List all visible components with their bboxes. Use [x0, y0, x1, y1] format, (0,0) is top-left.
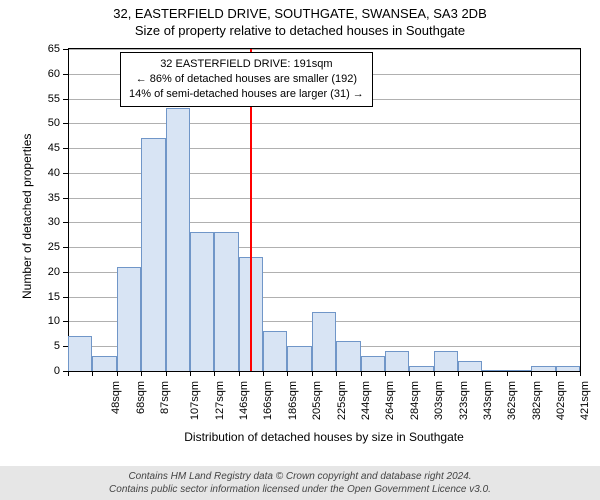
x-tick-mark: [92, 371, 93, 376]
histogram-bar: [556, 366, 580, 371]
histogram-bar: [214, 232, 238, 371]
x-tick-mark: [507, 371, 508, 376]
annotation-line-3: 14% of semi-detached houses are larger (…: [129, 87, 364, 102]
x-tick-label: 107sqm: [189, 381, 201, 420]
histogram-bar: [92, 356, 116, 371]
x-tick-label: 264sqm: [385, 381, 397, 420]
y-axis-label: Number of detached properties: [20, 134, 34, 299]
histogram-bar: [409, 366, 433, 371]
x-tick-mark: [531, 371, 532, 376]
x-tick-mark: [166, 371, 167, 376]
histogram-bar: [482, 370, 506, 371]
y-tick-label: 20: [38, 266, 60, 278]
annotation-line-1: 32 EASTERFIELD DRIVE: 191sqm: [129, 57, 364, 72]
histogram-bar: [263, 331, 287, 371]
annotation-box: 32 EASTERFIELD DRIVE: 191sqm ← 86% of de…: [120, 52, 373, 107]
x-tick-label: 68sqm: [135, 381, 147, 414]
x-tick-mark: [312, 371, 313, 376]
x-tick-label: 402sqm: [555, 381, 567, 420]
x-tick-mark: [458, 371, 459, 376]
y-tick-label: 5: [38, 340, 60, 352]
y-tick-label: 15: [38, 291, 60, 303]
x-tick-mark: [214, 371, 215, 376]
x-tick-label: 382sqm: [531, 381, 543, 420]
footer-line-2: Contains public sector information licen…: [6, 483, 594, 496]
footer-attribution: Contains HM Land Registry data © Crown c…: [0, 466, 600, 500]
chart-title-main: 32, EASTERFIELD DRIVE, SOUTHGATE, SWANSE…: [0, 0, 600, 21]
x-tick-label: 205sqm: [311, 381, 323, 420]
histogram-bar: [68, 336, 92, 371]
x-tick-label: 284sqm: [409, 381, 421, 420]
x-tick-mark: [68, 371, 69, 376]
x-tick-label: 186sqm: [287, 381, 299, 420]
x-tick-label: 421sqm: [580, 381, 592, 420]
y-tick-label: 40: [38, 167, 60, 179]
x-tick-label: 244sqm: [360, 381, 372, 420]
y-tick-label: 10: [38, 315, 60, 327]
y-tick-label: 50: [38, 117, 60, 129]
x-tick-mark: [190, 371, 191, 376]
x-axis-label: Distribution of detached houses by size …: [68, 430, 580, 444]
y-tick-label: 55: [38, 93, 60, 105]
histogram-bar: [166, 108, 190, 371]
y-tick-label: 25: [38, 241, 60, 253]
y-tick-label: 0: [38, 365, 60, 377]
x-tick-mark: [117, 371, 118, 376]
footer-line-1: Contains HM Land Registry data © Crown c…: [6, 470, 594, 483]
x-tick-label: 48sqm: [110, 381, 122, 414]
histogram-bar: [312, 312, 336, 371]
histogram-bar: [531, 366, 555, 371]
x-tick-mark: [336, 371, 337, 376]
y-tick-label: 45: [38, 142, 60, 154]
x-tick-label: 87sqm: [159, 381, 171, 414]
x-tick-mark: [361, 371, 362, 376]
x-tick-label: 323sqm: [458, 381, 470, 420]
x-tick-mark: [141, 371, 142, 376]
y-tick-label: 65: [38, 43, 60, 55]
x-tick-label: 166sqm: [263, 381, 275, 420]
x-tick-mark: [239, 371, 240, 376]
x-tick-mark: [385, 371, 386, 376]
x-tick-label: 225sqm: [336, 381, 348, 420]
y-axis-line: [68, 49, 69, 371]
histogram-bar: [190, 232, 214, 371]
histogram-bar: [141, 138, 165, 371]
histogram-bar: [458, 361, 482, 371]
histogram-bar: [361, 356, 385, 371]
x-tick-label: 303sqm: [433, 381, 445, 420]
x-tick-mark: [434, 371, 435, 376]
histogram-bar: [117, 267, 141, 371]
x-tick-mark: [263, 371, 264, 376]
x-tick-label: 343sqm: [482, 381, 494, 420]
gridline-h: [68, 49, 580, 50]
x-tick-label: 362sqm: [506, 381, 518, 420]
histogram-bar: [385, 351, 409, 371]
y-tick-label: 35: [38, 192, 60, 204]
chart-title-sub: Size of property relative to detached ho…: [0, 21, 600, 38]
y-tick-label: 60: [38, 68, 60, 80]
histogram-bar: [336, 341, 360, 371]
x-tick-mark: [409, 371, 410, 376]
gridline-h: [68, 123, 580, 124]
x-tick-mark: [482, 371, 483, 376]
x-tick-label: 146sqm: [238, 381, 250, 420]
histogram-bar: [434, 351, 458, 371]
annotation-line-2: ← 86% of detached houses are smaller (19…: [129, 72, 364, 87]
x-tick-mark: [287, 371, 288, 376]
y-tick-label: 30: [38, 216, 60, 228]
histogram-bar: [287, 346, 311, 371]
x-tick-mark: [556, 371, 557, 376]
x-tick-mark: [580, 371, 581, 376]
x-tick-label: 127sqm: [214, 381, 226, 420]
gridline-h: [68, 371, 580, 372]
histogram-bar: [507, 370, 531, 371]
chart-container: 32, EASTERFIELD DRIVE, SOUTHGATE, SWANSE…: [0, 0, 600, 500]
